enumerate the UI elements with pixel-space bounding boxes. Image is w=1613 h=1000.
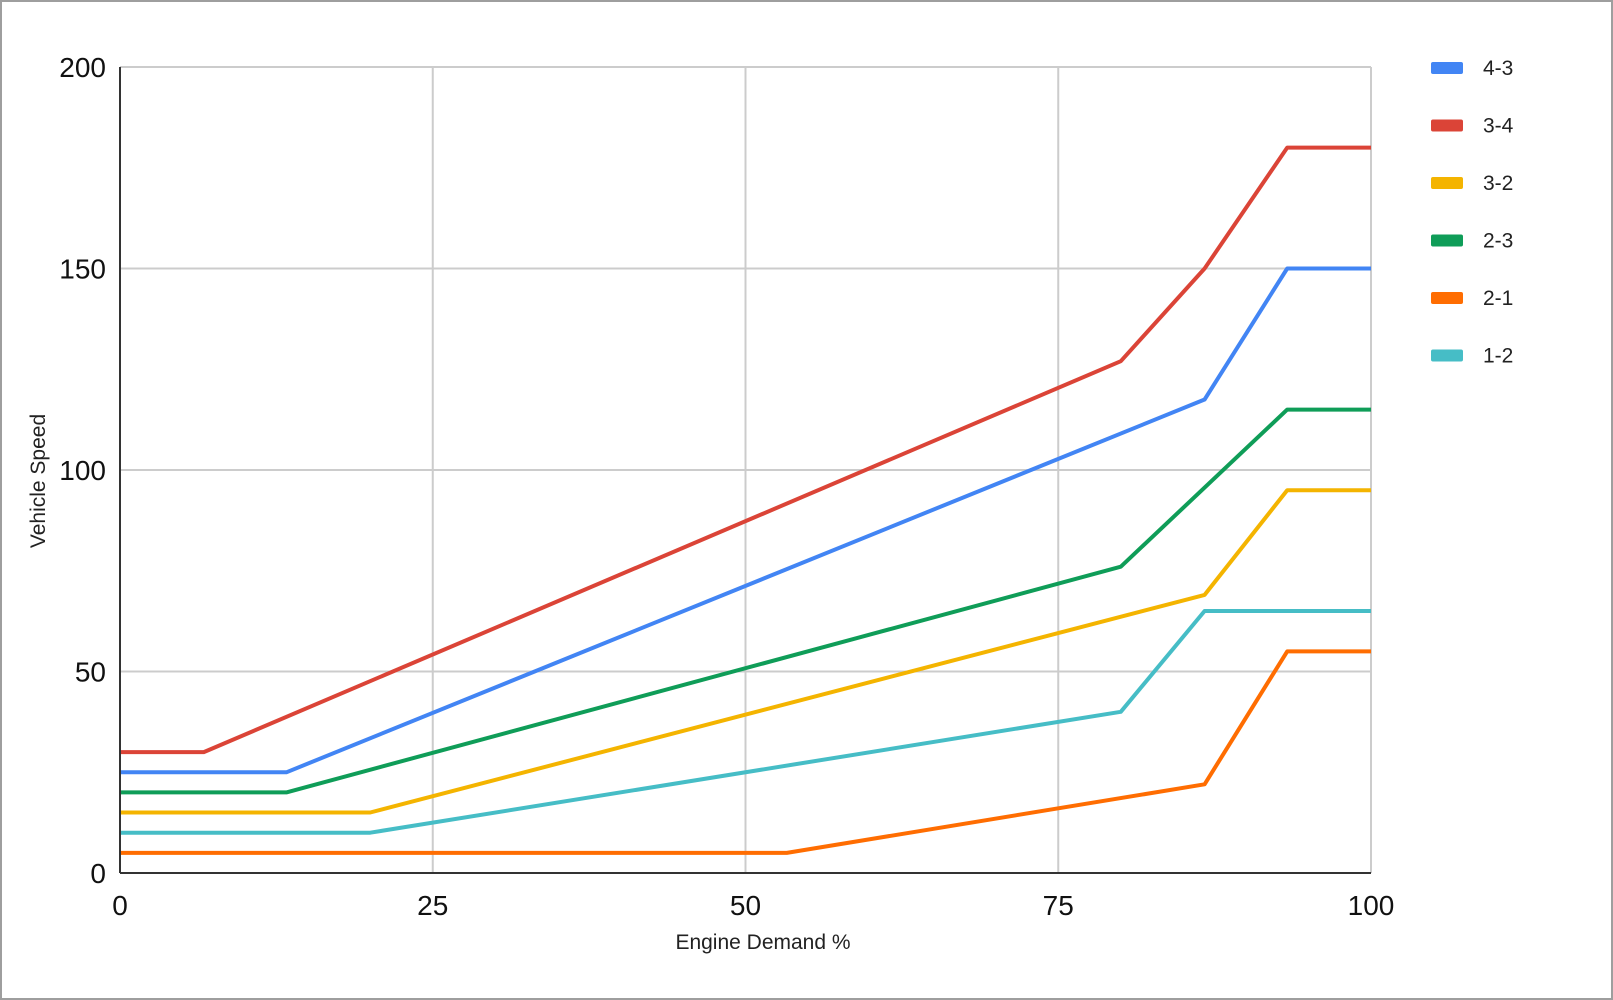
- y-axis-title: Vehicle Speed: [27, 414, 50, 548]
- legend-label: 2-3: [1483, 230, 1513, 253]
- legend-item-4-3: 4-3: [1431, 57, 1513, 80]
- legend-swatch: [1431, 234, 1463, 247]
- legend-item-3-4: 3-4: [1431, 115, 1514, 138]
- x-axis-title: Engine Demand %: [675, 931, 850, 954]
- series-line-3-2: [120, 488, 1371, 815]
- legend-item-2-3: 2-3: [1431, 230, 1513, 253]
- series-line-3-4: [120, 145, 1371, 755]
- tick-labels: 0 25 50 75 100 0 50 100 150 200: [59, 52, 1394, 921]
- legend-label: 3-2: [1483, 172, 1513, 195]
- x-tick-label-3: 75: [1043, 890, 1074, 921]
- legend-label: 1-2: [1483, 345, 1513, 368]
- legend: 4-3 3-4 3-2 2-3 2-1 1-2: [1431, 57, 1514, 368]
- x-tick-label-2: 50: [730, 890, 761, 921]
- legend-swatch: [1431, 292, 1463, 304]
- y-tick-label-1: 50: [75, 657, 106, 688]
- y-tick-label-2: 100: [59, 455, 106, 486]
- legend-item-1-2: 1-2: [1431, 345, 1513, 368]
- series-line-1-2: [120, 609, 1371, 835]
- y-tick-label-0: 0: [90, 858, 106, 889]
- axes: [119, 67, 1371, 874]
- legend-swatch: [1431, 177, 1463, 189]
- legend-label: 2-1: [1483, 287, 1513, 310]
- legend-swatch: [1431, 119, 1463, 132]
- legend-label: 4-3: [1483, 57, 1513, 80]
- x-tick-label-0: 0: [112, 890, 128, 921]
- legend-item-3-2: 3-2: [1431, 172, 1513, 195]
- y-tick-label-3: 150: [59, 254, 106, 285]
- legend-swatch: [1431, 349, 1463, 362]
- x-tick-label-1: 25: [417, 890, 448, 921]
- series-line-2-3: [120, 407, 1371, 795]
- series-line-4-3: [120, 266, 1371, 775]
- series-line-2-1: [120, 649, 1371, 855]
- legend-swatch: [1431, 62, 1463, 74]
- legend-item-2-1: 2-1: [1431, 287, 1513, 310]
- legend-label: 3-4: [1483, 115, 1514, 138]
- series-lines: [120, 145, 1371, 855]
- x-tick-label-4: 100: [1348, 890, 1395, 921]
- y-tick-label-4: 200: [59, 52, 106, 83]
- gridlines: [119, 66, 1372, 874]
